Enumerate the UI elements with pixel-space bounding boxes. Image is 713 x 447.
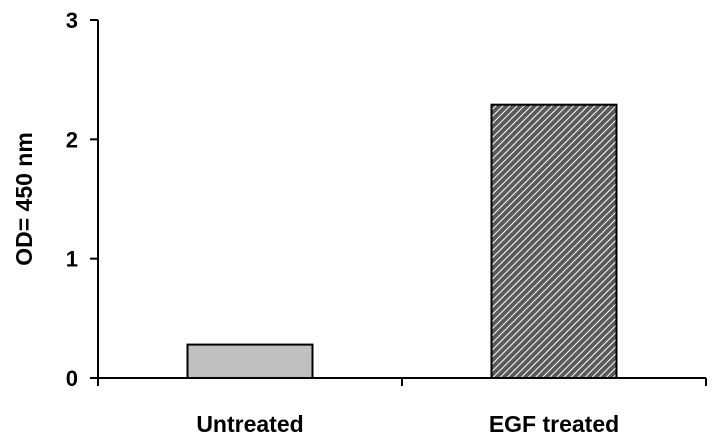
y-tick-label: 1 <box>66 247 78 272</box>
x-tick-label: EGF treated <box>489 411 619 437</box>
y-tick-label: 3 <box>66 8 78 33</box>
x-tick-label: Untreated <box>196 411 303 437</box>
bar-untreated <box>186 343 314 380</box>
plot-area: Untreated EGF treated 0 1 2 3 <box>66 8 707 437</box>
y-tick-label: 0 <box>66 366 78 391</box>
bar-egf-treated <box>490 103 618 379</box>
y-axis-title: OD= 450 nm <box>11 132 37 266</box>
y-tick-label: 2 <box>66 127 78 152</box>
